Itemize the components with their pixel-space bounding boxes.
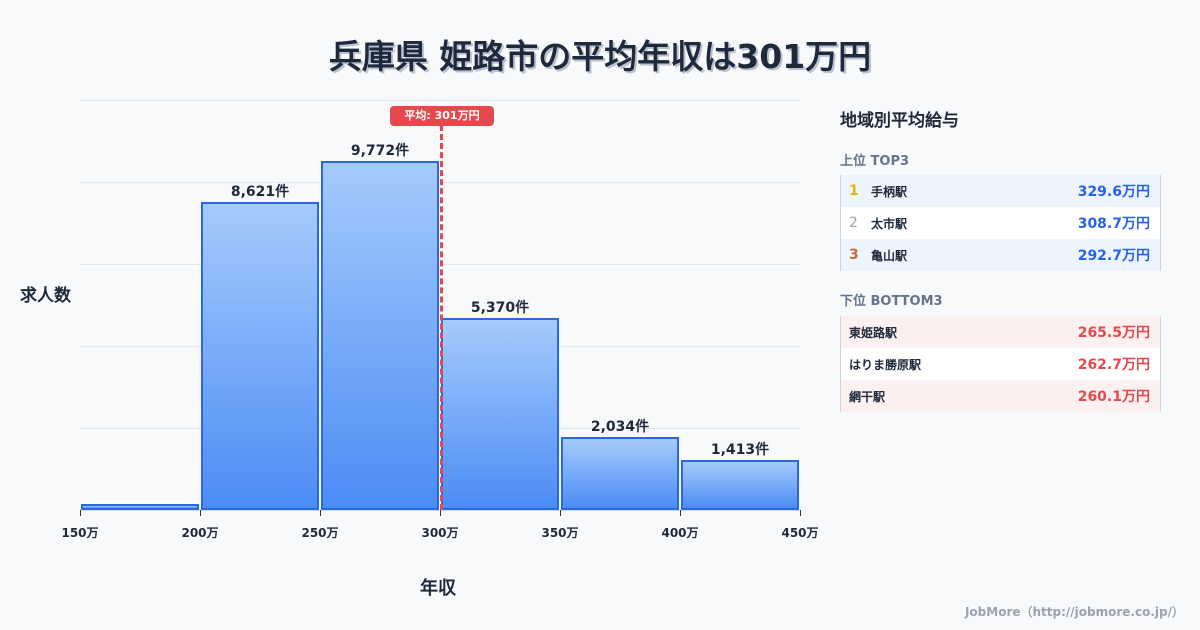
side-panel-title: 地域別平均給与 — [840, 111, 959, 131]
page-title: 兵庫県 姫路市の平均年収は301万円 — [328, 37, 872, 76]
average-badge: 平均: 301万円 — [390, 106, 494, 126]
top3-table: 1 手柄駅 329.6万円 2 太市駅 308.7万円 3 亀山駅 292.7万… — [840, 175, 1161, 271]
histogram-bar — [561, 437, 679, 510]
x-tick-label: 200万 — [181, 526, 219, 540]
bar-value-label: 5,370件 — [470, 300, 530, 317]
x-tick — [680, 510, 681, 516]
y-axis-label: 求人数 — [20, 286, 71, 306]
bar-value-label: 1,413件 — [710, 441, 770, 458]
histogram-bar — [201, 201, 319, 510]
gridline — [80, 100, 800, 101]
x-tick-label: 300万 — [421, 526, 459, 540]
station-name: 網干駅 — [849, 389, 886, 404]
top3-row: 2 太市駅 308.7万円 — [841, 207, 1160, 239]
bar-value-label: 2,034件 — [590, 419, 650, 436]
top3-row: 3 亀山駅 292.7万円 — [841, 239, 1160, 271]
top3-row: 1 手柄駅 329.6万円 — [841, 175, 1160, 207]
x-tick-label: 450万 — [781, 526, 819, 540]
salary-value: 265.5万円 — [1077, 325, 1150, 341]
x-tick — [440, 510, 441, 516]
station-name: 太市駅 — [871, 216, 908, 231]
x-tick-label: 350万 — [541, 526, 579, 540]
salary-value: 329.6万円 — [1077, 184, 1150, 200]
x-tick — [320, 510, 321, 516]
x-tick — [560, 510, 561, 516]
bottom3-table: 東姫路駅 265.5万円 はりま勝原駅 262.7万円 網干駅 260.1万円 — [840, 316, 1161, 412]
histogram-bar — [81, 503, 199, 510]
station-name: 亀山駅 — [871, 248, 908, 263]
top3-heading: 上位 TOP3 — [840, 154, 910, 169]
x-tick — [80, 510, 81, 516]
salary-value: 260.1万円 — [1077, 389, 1150, 405]
station-name: 手柄駅 — [871, 184, 908, 199]
station-name: 東姫路駅 — [849, 325, 898, 340]
rank-number: 2 — [849, 215, 858, 231]
footer-credit: JobMore（http://jobmore.co.jp/） — [964, 605, 1184, 619]
station-name: はりま勝原駅 — [849, 357, 922, 372]
histogram-bar — [681, 459, 799, 510]
bar-value-label: 8,621件 — [230, 183, 290, 200]
histogram-plot-area — [80, 100, 800, 510]
salary-value: 262.7万円 — [1077, 357, 1150, 373]
x-tick-label: 250万 — [301, 526, 339, 540]
bottom3-heading: 下位 BOTTOM3 — [840, 294, 943, 309]
x-axis-label: 年収 — [420, 578, 456, 599]
histogram-bar — [441, 318, 559, 510]
x-tick-label: 400万 — [661, 526, 699, 540]
salary-value: 308.7万円 — [1077, 216, 1150, 232]
histogram-bar — [321, 160, 439, 510]
bottom3-row: はりま勝原駅 262.7万円 — [841, 348, 1160, 380]
x-tick — [200, 510, 201, 516]
salary-value: 292.7万円 — [1077, 248, 1150, 264]
rank-number: 1 — [849, 183, 859, 199]
rank-number: 3 — [849, 247, 859, 263]
x-tick — [800, 510, 801, 516]
bar-value-label: 9,772件 — [350, 142, 410, 159]
average-line — [440, 125, 443, 510]
bottom3-row: 東姫路駅 265.5万円 — [841, 316, 1160, 348]
bottom3-row: 網干駅 260.1万円 — [841, 380, 1160, 412]
x-tick-label: 150万 — [61, 526, 99, 540]
